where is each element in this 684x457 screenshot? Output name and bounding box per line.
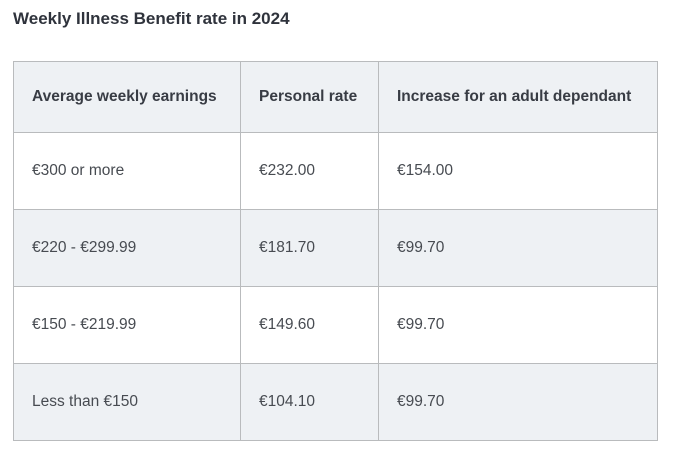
cell-earnings-band: €150 - €219.99 [13, 286, 241, 364]
table-header-row: Average weekly earnings Personal rate In… [13, 61, 658, 133]
cell-dependant-increase: €154.00 [378, 132, 658, 210]
cell-personal-rate: €181.70 [240, 209, 379, 287]
column-header-average-weekly-earnings: Average weekly earnings [13, 61, 241, 133]
cell-personal-rate: €104.10 [240, 363, 379, 441]
cell-personal-rate: €232.00 [240, 132, 379, 210]
cell-personal-rate: €149.60 [240, 286, 379, 364]
page-title: Weekly Illness Benefit rate in 2024 [13, 9, 290, 28]
cell-dependant-increase: €99.70 [378, 209, 658, 287]
cell-dependant-increase: €99.70 [378, 286, 658, 364]
column-header-adult-dependant-increase: Increase for an adult dependant [378, 61, 658, 133]
cell-earnings-band: Less than €150 [13, 363, 241, 441]
benefit-rate-table: Average weekly earnings Personal rate In… [13, 61, 658, 441]
cell-dependant-increase: €99.70 [378, 363, 658, 441]
table-row: Less than €150 €104.10 €99.70 [13, 363, 658, 441]
cell-earnings-band: €220 - €299.99 [13, 209, 241, 287]
cell-earnings-band: €300 or more [13, 132, 241, 210]
table-row: €220 - €299.99 €181.70 €99.70 [13, 209, 658, 287]
column-header-personal-rate: Personal rate [240, 61, 379, 133]
table-row: €300 or more €232.00 €154.00 [13, 132, 658, 210]
table-row: €150 - €219.99 €149.60 €99.70 [13, 286, 658, 364]
